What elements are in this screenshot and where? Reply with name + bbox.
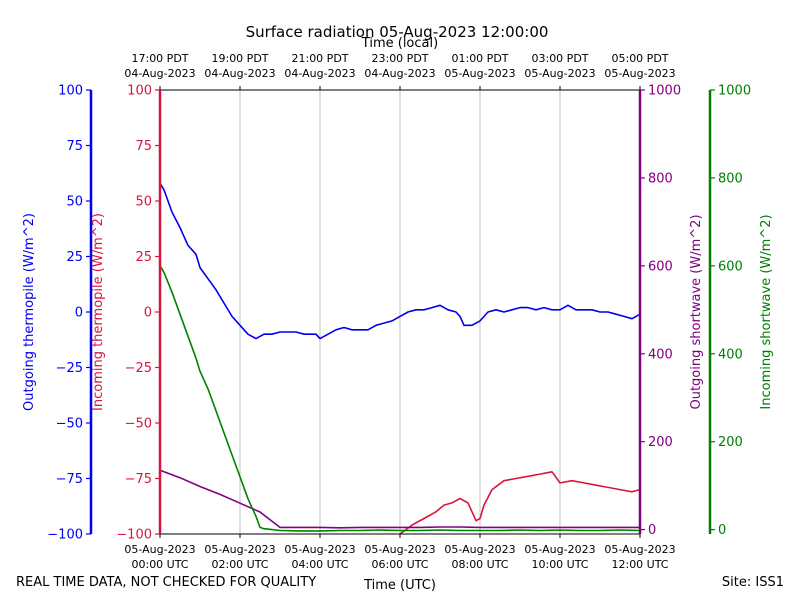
x-tick-label-top-date: 04-Aug-2023 (284, 67, 355, 80)
y-tick-label-outgoing_thermopile: 0 (75, 306, 83, 321)
x-tick-label-top-date: 05-Aug-2023 (444, 67, 515, 80)
y-tick-label-outgoing_thermopile: −75 (56, 472, 83, 487)
x-tick-label-bottom-time: 12:00 UTC (611, 558, 668, 571)
x-tick-label-bottom-date: 05-Aug-2023 (444, 543, 515, 556)
quality-note: REAL TIME DATA, NOT CHECKED FOR QUALITY (16, 575, 317, 590)
x-tick-label-bottom-date: 05-Aug-2023 (204, 543, 275, 556)
y-axis-label-incoming_thermopile: Incoming thermopile (W/m^2) (91, 213, 106, 411)
y-tick-label-incoming_thermopile: 0 (144, 306, 152, 321)
x-tick-label-top-time: 19:00 PDT (211, 52, 268, 65)
y-axis-label-incoming_shortwave: Incoming shortwave (W/m^2) (759, 214, 774, 409)
series-line-incoming_thermopile (399, 470, 641, 535)
x-tick-label-bottom-time: 06:00 UTC (371, 558, 428, 571)
y-tick-label-outgoing_shortwave: 0 (648, 523, 656, 538)
y-tick-label-outgoing_thermopile: −100 (47, 528, 83, 543)
y-axis-label-outgoing_thermopile: Outgoing thermopile (W/m^2) (22, 213, 37, 411)
x-tick-label-top-date: 05-Aug-2023 (604, 67, 675, 80)
x-tick-label-top-time: 03:00 PDT (531, 52, 588, 65)
x-tick-label-top-date: 04-Aug-2023 (124, 67, 195, 80)
y-tick-label-outgoing_shortwave: 400 (648, 347, 673, 362)
series-line-incoming_shortwave (159, 265, 641, 532)
y-tick-label-outgoing_thermopile: −50 (56, 417, 83, 432)
y-tick-label-outgoing_thermopile: 100 (58, 84, 83, 99)
y-tick-label-incoming_thermopile: −50 (125, 417, 152, 432)
gridlines (239, 90, 561, 534)
y-tick-label-incoming_thermopile: 25 (135, 250, 152, 265)
y-tick-label-incoming_thermopile: −75 (125, 472, 152, 487)
site-label: Site: ISS1 (721, 575, 784, 590)
top-axis-label: Time (local) (361, 36, 438, 51)
y-tick-label-outgoing_shortwave: 1000 (648, 84, 681, 99)
bottom-axis-label: Time (UTC) (363, 578, 436, 593)
x-tick-label-bottom-time: 02:00 UTC (211, 558, 268, 571)
series-lines (159, 182, 641, 535)
x-tick-label-bottom-date: 05-Aug-2023 (364, 543, 435, 556)
y-tick-label-incoming_shortwave: 200 (718, 435, 743, 450)
y-tick-label-incoming_shortwave: 600 (718, 259, 743, 274)
y-tick-label-outgoing_thermopile: 25 (66, 250, 83, 265)
x-tick-label-bottom-time: 08:00 UTC (451, 558, 508, 571)
x-tick-label-top-date: 04-Aug-2023 (204, 67, 275, 80)
axes: 100 75 50 25 0 −25 −50 −75 −100 Outgoing thermopi… (22, 84, 774, 543)
y-axis-label-outgoing_shortwave: Outgoing shortwave (W/m^2) (689, 214, 704, 409)
x-tick-label-top-time: 05:00 PDT (611, 52, 668, 65)
x-tick-label-top-date: 05-Aug-2023 (524, 67, 595, 80)
y-tick-label-outgoing_thermopile: 75 (66, 139, 83, 154)
x-tick-label-bottom-time: 10:00 UTC (531, 558, 588, 571)
y-tick-label-incoming_shortwave: 1000 (718, 84, 751, 99)
y-tick-label-outgoing_shortwave: 800 (648, 171, 673, 186)
x-tick-label-bottom-date: 05-Aug-2023 (604, 543, 675, 556)
x-ticks: 05-Aug-2023 00:00 UTC 05-Aug-2023 02:00 UTC… (124, 52, 675, 571)
series-line-outgoing_shortwave (159, 469, 640, 529)
y-tick-label-outgoing_thermopile: 50 (66, 195, 83, 210)
y-tick-label-incoming_shortwave: 0 (718, 523, 726, 538)
y-tick-label-incoming_shortwave: 800 (718, 171, 743, 186)
y-tick-label-outgoing_shortwave: 200 (648, 435, 673, 450)
x-tick-label-bottom-date: 05-Aug-2023 (284, 543, 355, 556)
x-tick-label-top-time: 01:00 PDT (451, 52, 508, 65)
x-tick-label-bottom-date: 05-Aug-2023 (524, 543, 595, 556)
x-tick-label-bottom-time: 00:00 UTC (131, 558, 188, 571)
series-line-outgoing_thermopile (159, 182, 641, 340)
y-tick-label-incoming_thermopile: −100 (116, 528, 152, 543)
y-tick-label-incoming_thermopile: 50 (135, 195, 152, 210)
chart-title: Surface radiation 05-Aug-2023 12:00:00 (246, 23, 549, 41)
x-tick-label-top-time: 17:00 PDT (131, 52, 188, 65)
y-tick-label-incoming_thermopile: −25 (125, 361, 152, 376)
x-tick-label-bottom-date: 05-Aug-2023 (124, 543, 195, 556)
y-tick-label-incoming_thermopile: 75 (135, 139, 152, 154)
y-tick-label-incoming_shortwave: 400 (718, 347, 743, 362)
x-tick-label-top-time: 21:00 PDT (291, 52, 348, 65)
y-tick-label-outgoing_thermopile: −25 (56, 361, 83, 376)
x-tick-label-bottom-time: 04:00 UTC (291, 558, 348, 571)
x-tick-label-top-date: 04-Aug-2023 (364, 67, 435, 80)
x-tick-label-top-time: 23:00 PDT (371, 52, 428, 65)
y-tick-label-incoming_thermopile: 100 (127, 84, 152, 99)
y-tick-label-outgoing_shortwave: 600 (648, 259, 673, 274)
